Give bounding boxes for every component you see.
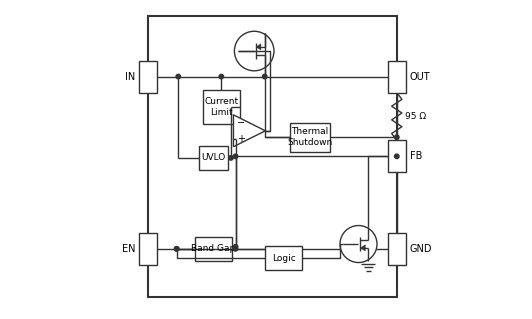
Polygon shape (256, 44, 261, 50)
FancyBboxPatch shape (148, 16, 397, 297)
Text: UVLO: UVLO (201, 153, 226, 162)
Circle shape (340, 226, 377, 263)
Text: FB: FB (410, 151, 422, 161)
Text: GND: GND (410, 244, 432, 254)
FancyBboxPatch shape (388, 61, 405, 93)
Polygon shape (361, 245, 365, 251)
Text: +: + (237, 134, 245, 144)
Circle shape (219, 74, 223, 79)
Circle shape (262, 74, 267, 79)
FancyBboxPatch shape (195, 237, 232, 261)
Text: −: − (237, 118, 245, 128)
Circle shape (395, 135, 399, 139)
FancyBboxPatch shape (290, 123, 330, 152)
FancyBboxPatch shape (265, 247, 302, 271)
Text: Logic: Logic (272, 254, 295, 263)
FancyBboxPatch shape (139, 61, 157, 93)
Text: IN: IN (125, 71, 135, 82)
Text: EN: EN (121, 244, 135, 254)
Polygon shape (234, 115, 265, 147)
Circle shape (234, 247, 238, 251)
FancyBboxPatch shape (199, 146, 228, 170)
FancyBboxPatch shape (203, 90, 240, 123)
Circle shape (229, 156, 233, 160)
FancyBboxPatch shape (388, 233, 405, 265)
FancyBboxPatch shape (388, 140, 405, 172)
Circle shape (395, 154, 399, 159)
Circle shape (235, 31, 274, 71)
Circle shape (176, 74, 180, 79)
Text: Thermal
Shutdown: Thermal Shutdown (287, 128, 332, 147)
Circle shape (174, 247, 179, 251)
Circle shape (174, 247, 179, 251)
Text: 95 Ω: 95 Ω (405, 112, 426, 121)
Text: OUT: OUT (410, 71, 430, 82)
FancyBboxPatch shape (139, 233, 157, 265)
Text: Band Gap: Band Gap (191, 244, 236, 253)
Text: Current
Limit: Current Limit (204, 97, 238, 116)
Circle shape (234, 154, 238, 159)
Circle shape (234, 244, 238, 249)
